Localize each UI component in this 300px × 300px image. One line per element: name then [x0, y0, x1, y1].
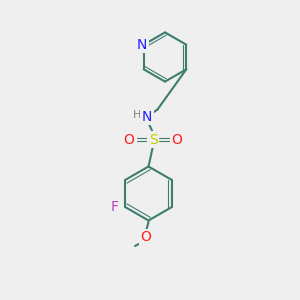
Text: N: N	[137, 38, 147, 52]
Text: O: O	[172, 133, 182, 146]
Text: N: N	[142, 110, 152, 124]
Text: O: O	[140, 230, 151, 244]
Text: H: H	[133, 110, 141, 120]
Text: O: O	[124, 133, 134, 146]
Text: F: F	[111, 200, 119, 214]
Text: S: S	[148, 133, 158, 146]
